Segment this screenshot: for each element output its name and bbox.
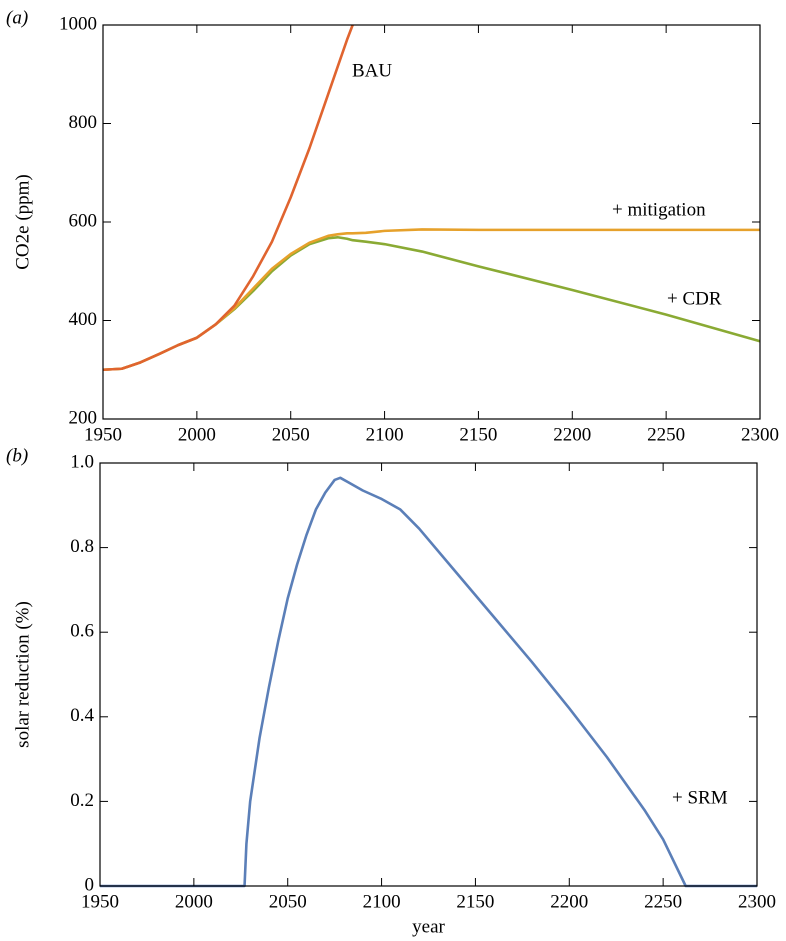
plot-frame	[102, 24, 761, 420]
x-tick-label: 2200	[550, 891, 588, 912]
plot-frame	[99, 462, 758, 887]
x-tick-label: 2050	[272, 424, 310, 445]
x-tick-label: 2250	[644, 891, 682, 912]
y-axis-label: solar reduction (%)	[12, 601, 33, 748]
y-tick-label: 0.2	[70, 790, 94, 811]
y-tick-label: 600	[69, 210, 98, 231]
x-tick-label: 2150	[456, 891, 494, 912]
x-tick-label: 2000	[178, 424, 216, 445]
x-axis-label: year	[412, 916, 445, 937]
x-tick-label: 2200	[553, 424, 591, 445]
y-tick-label: 400	[69, 309, 98, 330]
series-line	[102, 235, 761, 372]
series-label: + CDR	[667, 288, 722, 309]
y-tick-label: 0.8	[70, 536, 94, 557]
y-axis-label: CO2e (ppm)	[12, 174, 33, 270]
x-tick-label: 2300	[741, 424, 779, 445]
y-tick-label: 800	[69, 112, 98, 133]
series-label: + mitigation	[612, 199, 706, 220]
y-tick-label: 0	[85, 874, 95, 895]
x-tick-label: 2100	[366, 424, 404, 445]
series-line	[102, 228, 760, 372]
series-label: BAU	[352, 60, 392, 81]
panel-label: (b)	[6, 445, 28, 466]
panel-label: (a)	[6, 7, 28, 28]
series-label: + SRM	[672, 787, 728, 808]
series-line	[102, 24, 354, 372]
x-tick-label: 2100	[363, 891, 401, 912]
x-tick-label: 2050	[269, 891, 307, 912]
x-tick-label: 2000	[175, 891, 213, 912]
y-tick-label: 1.0	[70, 451, 94, 472]
y-tick-label: 200	[69, 407, 98, 428]
x-tick-label: 2250	[647, 424, 685, 445]
x-tick-label: 1950	[81, 891, 119, 912]
y-tick-label: 0.4	[70, 705, 94, 726]
y-tick-label: 0.6	[70, 621, 94, 642]
x-tick-label: 1950	[84, 424, 122, 445]
y-tick-label: 1000	[59, 13, 97, 34]
x-tick-label: 2300	[738, 891, 776, 912]
x-tick-label: 2150	[459, 424, 497, 445]
series-line	[100, 476, 757, 888]
